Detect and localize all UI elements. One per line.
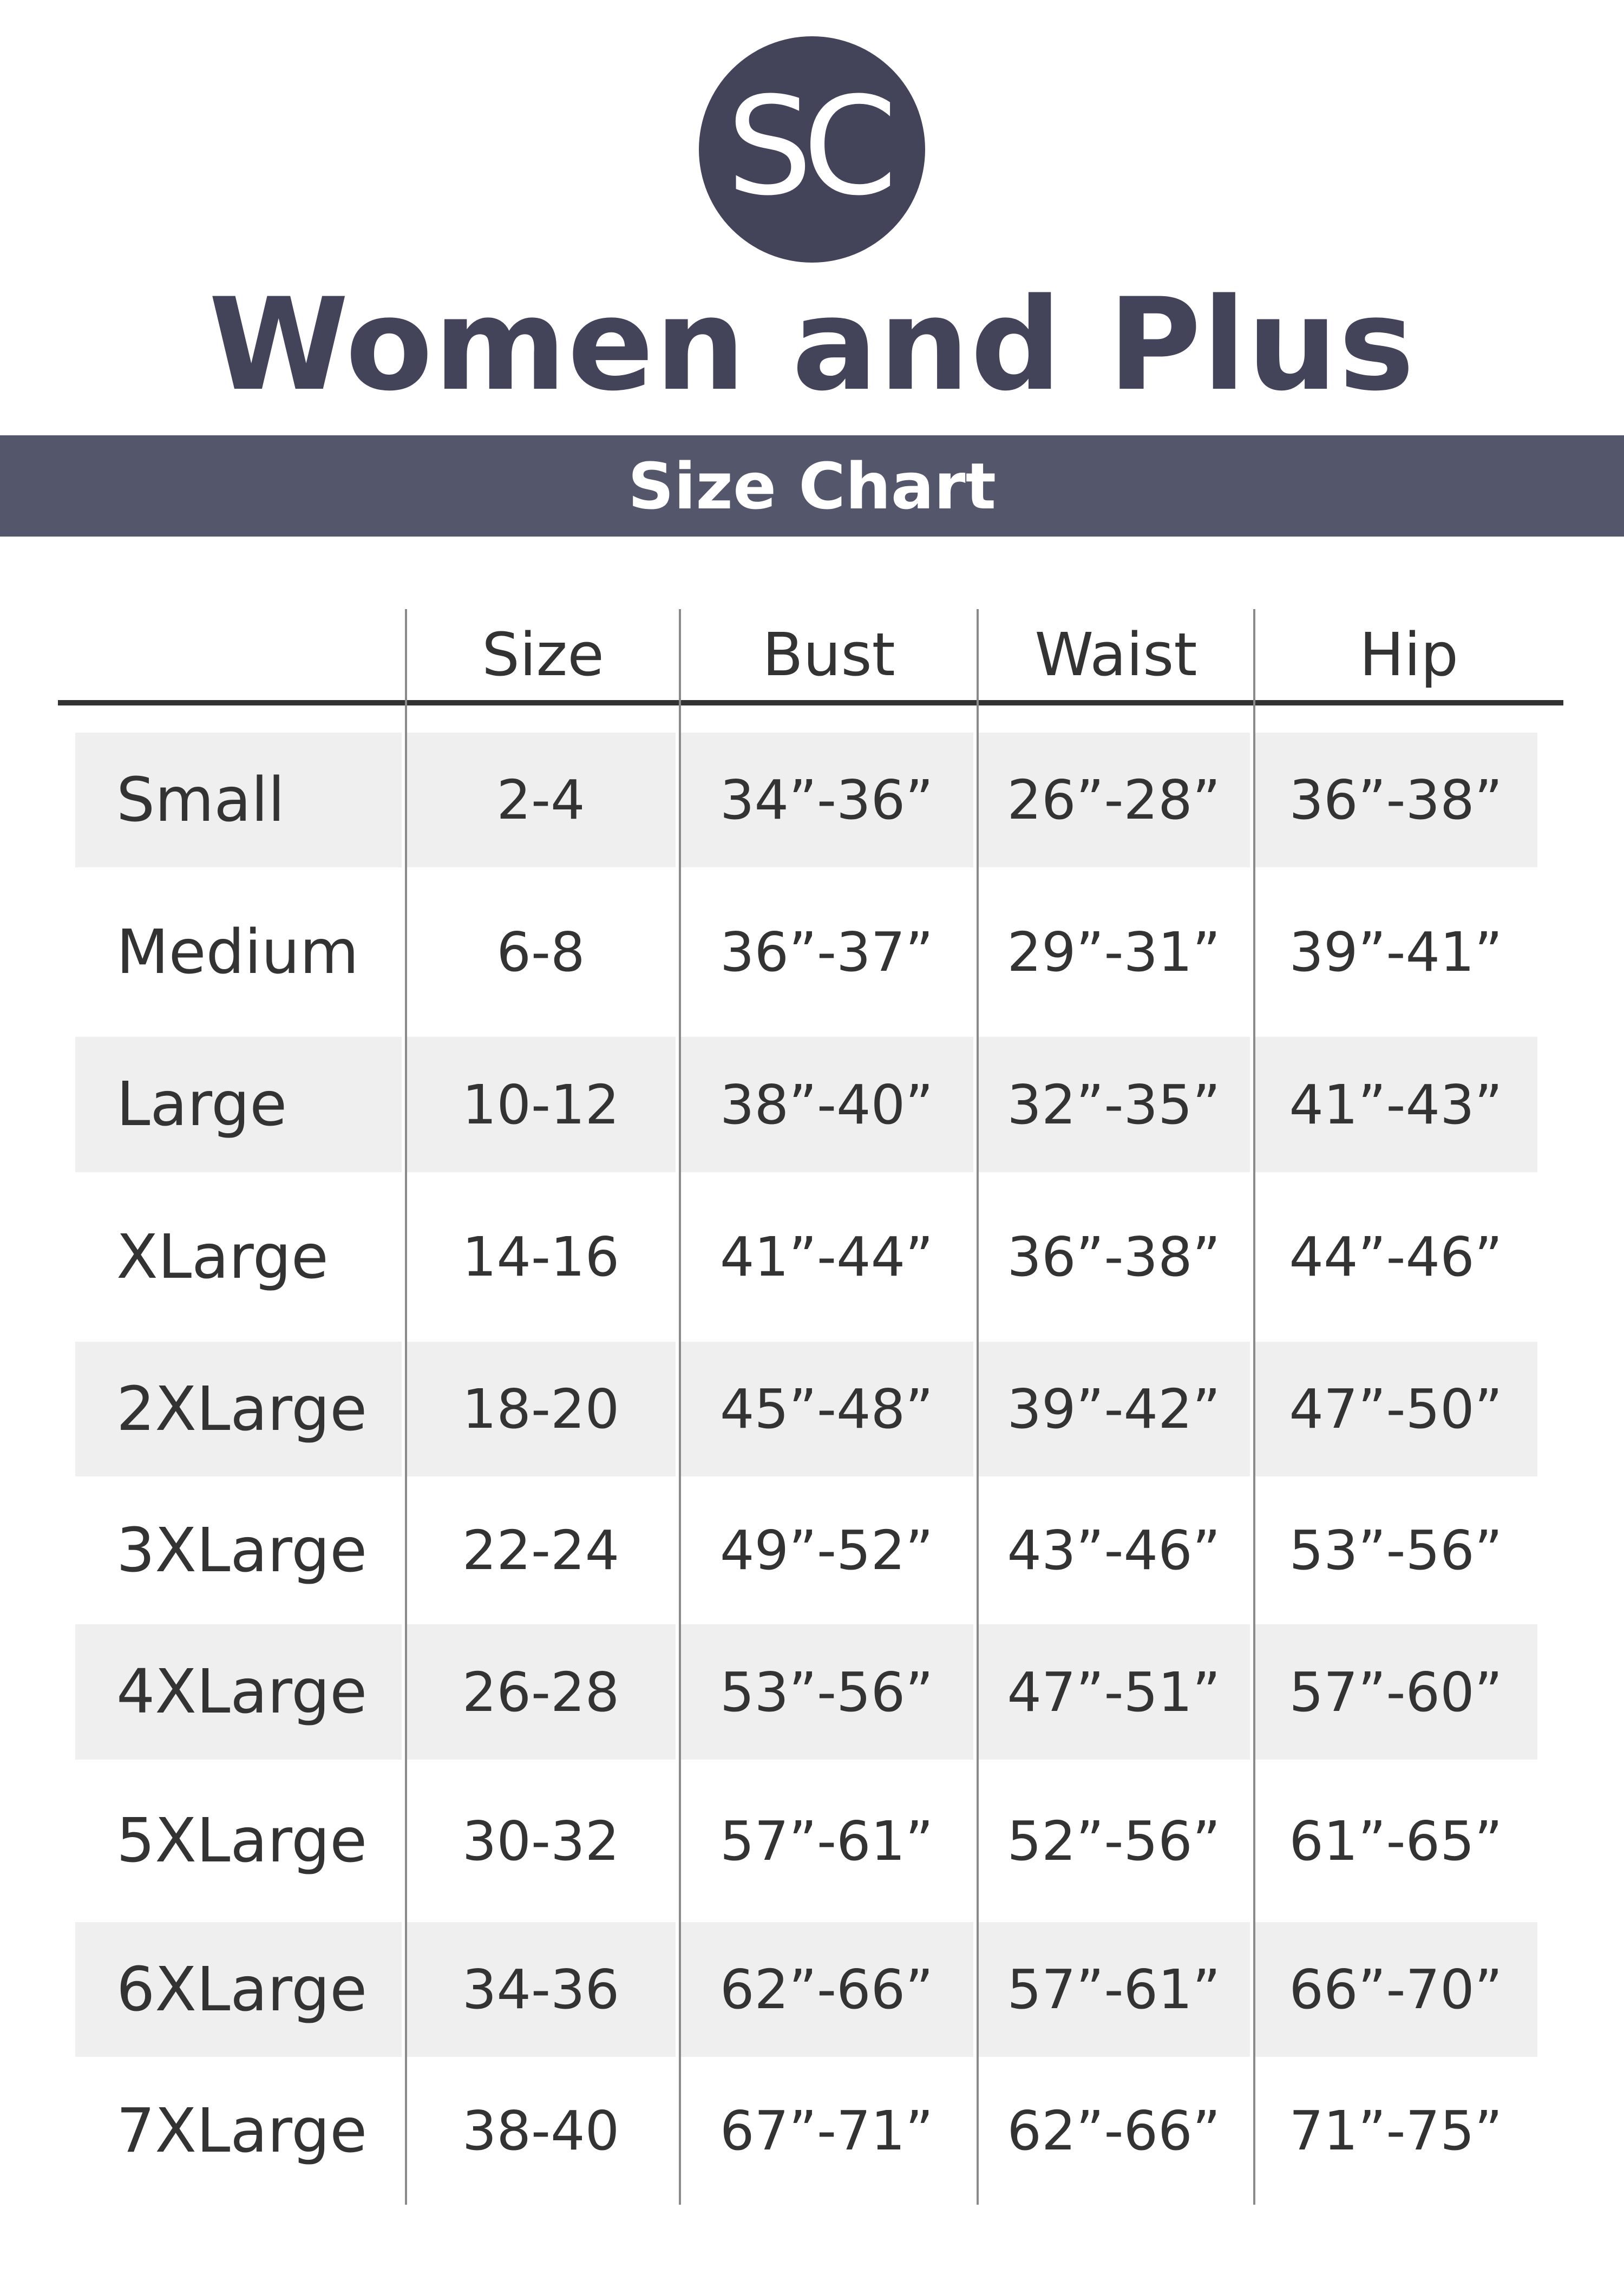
header-waist: Waist — [1034, 620, 1197, 689]
table-row: 7XLarge 38-40 67”-71” 62”-66” 71”-75” — [75, 2057, 1537, 2205]
header-size: Size — [482, 620, 604, 689]
cell-bust: 67”-71” — [680, 2057, 978, 2205]
header-divider — [58, 700, 1563, 705]
table-row: XLarge 14-16 41”-44” 36”-38” 44”-46” — [75, 1172, 1537, 1342]
cell-size-range: 2-4 — [406, 733, 680, 867]
cell-size-range: 14-16 — [406, 1172, 680, 1342]
cell-size-name: Large — [75, 1037, 406, 1172]
cell-size-range: 38-40 — [406, 2057, 680, 2205]
cell-size-range: 6-8 — [406, 867, 680, 1037]
cell-waist: 57”-61” — [978, 1922, 1254, 2057]
column-divider — [679, 609, 681, 2205]
cell-hip: 41”-43” — [1254, 1037, 1537, 1172]
cell-size-range: 10-12 — [406, 1037, 680, 1172]
cell-size-range: 26-28 — [406, 1624, 680, 1760]
cell-waist: 52”-56” — [978, 1760, 1254, 1922]
cell-hip: 57”-60” — [1254, 1624, 1537, 1760]
cell-bust: 62”-66” — [680, 1922, 978, 2057]
cell-hip: 47”-50” — [1254, 1342, 1537, 1476]
cell-bust: 53”-56” — [680, 1624, 978, 1760]
cell-waist: 36”-38” — [978, 1172, 1254, 1342]
column-divider — [405, 609, 407, 2205]
cell-bust: 57”-61” — [680, 1760, 978, 1922]
cell-size-name: Small — [75, 733, 406, 867]
size-chart-banner: Size Chart — [0, 435, 1624, 537]
cell-hip: 61”-65” — [1289, 1809, 1503, 1873]
table-row: Medium 6-8 36”-37” 29”-31” 39”-41” — [75, 867, 1537, 1037]
cell-hip: 66”-70” — [1254, 1922, 1537, 2057]
cell-waist: 32”-35” — [978, 1037, 1254, 1172]
cell-size-name: 2XLarge — [75, 1342, 406, 1476]
cell-hip: 36”-38” — [1254, 733, 1537, 867]
cell-bust: 49”-52” — [680, 1476, 978, 1624]
column-divider — [1253, 609, 1255, 2205]
table-row: 4XLarge 26-28 53”-56” 47”-51” 57”-60” — [75, 1624, 1537, 1760]
table-row: Large 10-12 38”-40” 32”-35” 41”-43” — [75, 1037, 1537, 1172]
table-row: 6XLarge 34-36 62”-66” 57”-61” 66”-70” — [75, 1922, 1537, 2057]
sc-logo: SC — [699, 36, 925, 263]
header-bust: Bust — [762, 620, 895, 689]
cell-waist: 39”-42” — [978, 1342, 1254, 1476]
cell-size-name: 3XLarge — [75, 1476, 406, 1624]
logo-text: SC — [726, 68, 897, 225]
cell-size-name: XLarge — [75, 1172, 406, 1342]
cell-waist: 62”-66” — [978, 2057, 1254, 2205]
table-row: Small 2-4 34”-36” 26”-28” 36”-38” — [75, 733, 1537, 867]
cell-bust: 45”-48” — [680, 1342, 978, 1476]
cell-bust: 36”-37” — [680, 867, 978, 1037]
cell-bust: 41”-44” — [680, 1172, 978, 1342]
cell-size-name: 5XLarge — [75, 1760, 406, 1922]
column-divider — [977, 609, 979, 2205]
banner-text: Size Chart — [627, 448, 997, 524]
cell-size-name: 4XLarge — [75, 1624, 406, 1760]
cell-size-range: 22-24 — [406, 1476, 680, 1624]
cell-hip: 71”-75” — [1289, 2099, 1503, 2162]
cell-waist: 29”-31” — [978, 867, 1254, 1037]
table-row: 3XLarge 22-24 49”-52” 43”-46” 53”-56” — [75, 1476, 1537, 1624]
cell-size-name: 6XLarge — [75, 1922, 406, 2057]
cell-hip: 53”-56” — [1289, 1519, 1503, 1582]
cell-size-name: Medium — [75, 867, 406, 1037]
cell-size-range: 18-20 — [406, 1342, 680, 1476]
cell-waist: 43”-46” — [978, 1476, 1254, 1624]
cell-bust: 34”-36” — [680, 733, 978, 867]
page-title: Women and Plus — [208, 271, 1416, 419]
table-row: 5XLarge 30-32 57”-61” 52”-56” 61”-65” — [75, 1760, 1537, 1922]
cell-hip: 39”-41” — [1289, 920, 1503, 984]
cell-bust: 38”-40” — [680, 1037, 978, 1172]
size-table: Small 2-4 34”-36” 26”-28” 36”-38” Medium 6-8 36… — [75, 733, 1537, 2205]
table-row: 2XLarge 18-20 45”-48” 39”-42” 47”-50” — [75, 1342, 1537, 1476]
cell-hip: 44”-46” — [1289, 1225, 1503, 1289]
cell-size-range: 30-32 — [406, 1760, 680, 1922]
cell-waist: 26”-28” — [978, 733, 1254, 867]
cell-size-range: 34-36 — [406, 1922, 680, 2057]
header-hip: Hip — [1359, 620, 1459, 689]
cell-size-name: 7XLarge — [75, 2057, 406, 2205]
cell-waist: 47”-51” — [978, 1624, 1254, 1760]
